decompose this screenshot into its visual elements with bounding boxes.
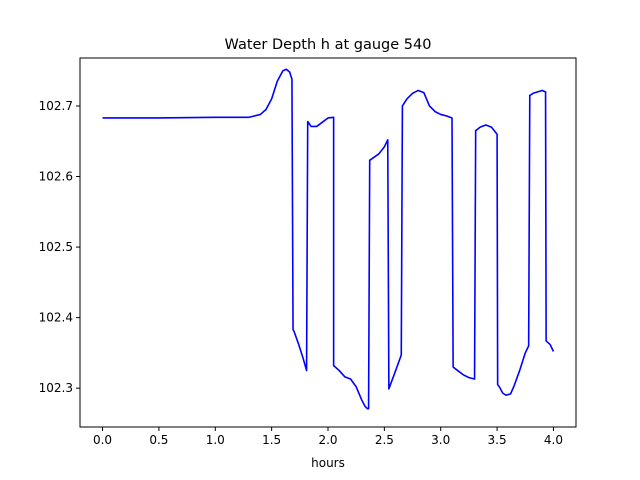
series-line-0: [102, 68, 555, 410]
x-tick-label: 1.0: [206, 433, 225, 447]
y-tick-label: 102.4: [39, 311, 73, 325]
x-tick-label: 3.5: [488, 433, 507, 447]
y-tick-label: 102.5: [39, 240, 73, 254]
x-tick-label: 2.0: [318, 433, 337, 447]
chart-title: Water Depth h at gauge 540: [225, 37, 432, 53]
x-axis: 0.0 0.5 1.0 1.5 2.0 2.5 3.0 3.5 4.0: [93, 427, 563, 447]
x-tick-label: 3.0: [431, 433, 450, 447]
x-tick-label: 1.5: [262, 433, 281, 447]
y-axis: 102.3 102.4 102.5 102.6 102.7: [39, 99, 80, 395]
y-tick-label: 102.7: [39, 99, 73, 113]
y-tick-label: 102.3: [39, 381, 73, 395]
x-axis-label: hours: [311, 456, 345, 470]
x-tick-label: 2.5: [375, 433, 394, 447]
x-tick-label: 0.5: [149, 433, 168, 447]
x-tick-label: 0.0: [93, 433, 112, 447]
x-tick-label: 4.0: [544, 433, 563, 447]
y-tick-label: 102.6: [39, 170, 73, 184]
